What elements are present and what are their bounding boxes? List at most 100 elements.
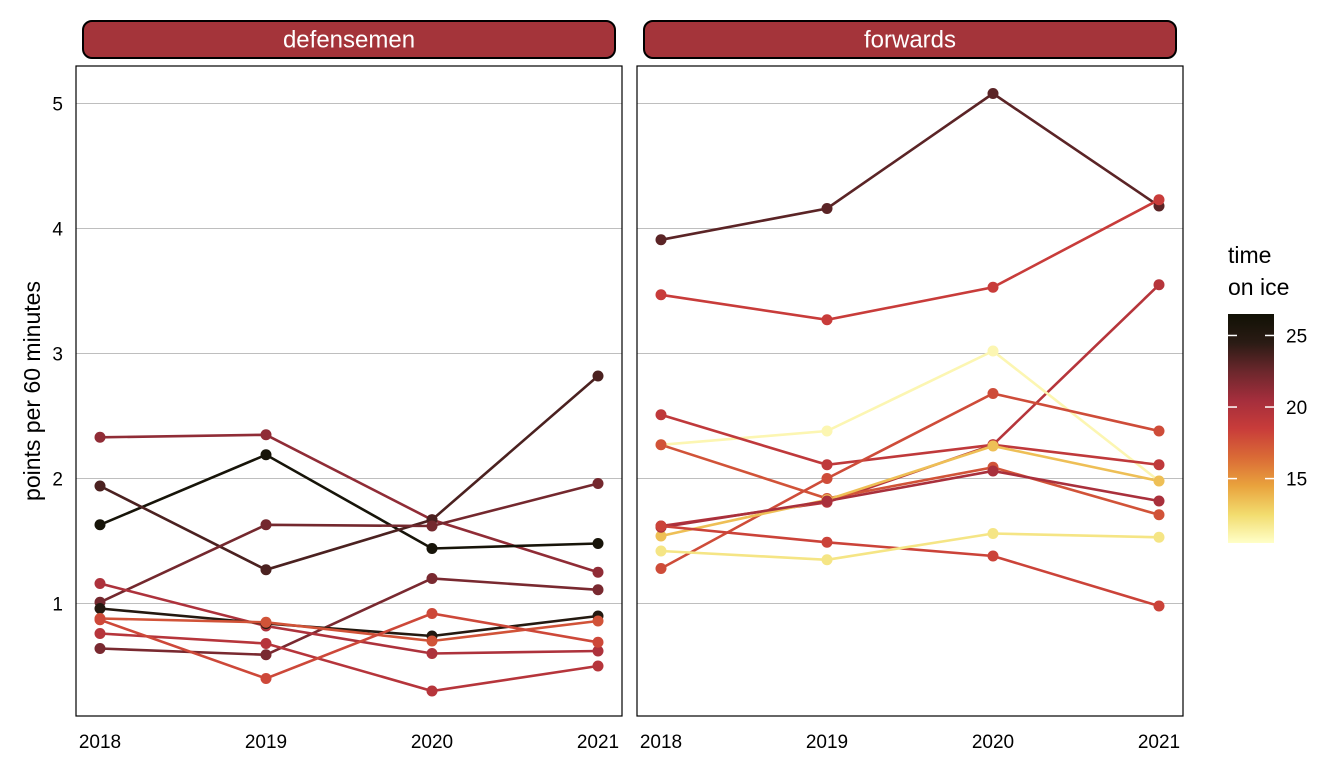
data-point-defensemen-9-2020 bbox=[426, 635, 438, 647]
data-point-forwards-10-2019 bbox=[821, 536, 833, 548]
legend-tick-label-15: 15 bbox=[1286, 470, 1307, 491]
series-line-forwards-3 bbox=[660, 283, 1160, 528]
data-point-defensemen-2-2021 bbox=[592, 538, 604, 549]
data-point-forwards-6-2021 bbox=[1153, 459, 1165, 471]
facet-strip-defensemen: defensemen bbox=[82, 20, 616, 59]
data-point-defensemen-6-2020 bbox=[426, 648, 438, 659]
x-tick-label-2020: 2020 bbox=[411, 732, 453, 753]
series-group bbox=[94, 370, 604, 697]
legend-title-line-1: time bbox=[1228, 242, 1271, 268]
data-point-defensemen-6-2021 bbox=[592, 645, 604, 657]
data-point-defensemen-1-2019 bbox=[260, 429, 272, 441]
data-point-defensemen-10-2018 bbox=[94, 614, 106, 626]
facet-strip-label: defensemen bbox=[283, 27, 415, 54]
legend-colorbar bbox=[1228, 314, 1274, 543]
x-tick-label-2020: 2020 bbox=[972, 732, 1014, 753]
data-point-defensemen-10-2021 bbox=[592, 636, 604, 648]
data-point-forwards-9-2021 bbox=[1153, 495, 1165, 507]
data-point-defensemen-7-2018 bbox=[94, 603, 106, 614]
series-line-defensemen-8 bbox=[99, 632, 599, 693]
data-point-forwards-9-2019 bbox=[821, 495, 833, 507]
series-line-defensemen-5 bbox=[99, 577, 599, 657]
series-line-forwards-5 bbox=[660, 443, 1160, 517]
data-point-defensemen-1-2021 bbox=[592, 566, 604, 578]
data-point-defensemen-5-2018 bbox=[94, 643, 106, 654]
x-tick-label-2018: 2018 bbox=[79, 732, 121, 753]
facet-strip-background bbox=[643, 20, 1177, 59]
data-point-defensemen-5-2020 bbox=[426, 573, 438, 584]
data-point-forwards-2-2021 bbox=[1153, 194, 1165, 206]
data-point-forwards-6-2019 bbox=[821, 459, 833, 471]
panel-forwards: forwards 2018 2019 2020 2021 bbox=[636, 20, 1184, 753]
x-tick-label-2021: 2021 bbox=[1138, 732, 1180, 753]
x-tick-label-2019: 2019 bbox=[245, 732, 287, 753]
data-point-forwards-3-2021 bbox=[1153, 279, 1165, 291]
series-line-defensemen-2 bbox=[99, 453, 599, 550]
data-point-defensemen-8-2019 bbox=[260, 638, 272, 649]
facet-strip-background bbox=[82, 20, 616, 59]
legend-tick-label-20: 20 bbox=[1286, 398, 1307, 419]
data-point-forwards-8-2018 bbox=[655, 530, 667, 542]
x-tick-label-2019: 2019 bbox=[806, 732, 848, 753]
y-tick-label-4: 4 bbox=[52, 220, 63, 241]
panel-border bbox=[636, 65, 1184, 717]
data-point-defensemen-3-2018 bbox=[94, 480, 106, 492]
data-point-defensemen-8-2018 bbox=[94, 628, 106, 639]
legend-tick-label-25: 25 bbox=[1286, 326, 1307, 347]
series-line-defensemen-3 bbox=[99, 375, 599, 572]
data-point-forwards-2-2019 bbox=[821, 314, 833, 326]
series-line-defensemen-10 bbox=[99, 612, 599, 680]
data-point-defensemen-10-2020 bbox=[426, 608, 438, 619]
data-point-defensemen-8-2020 bbox=[426, 685, 438, 697]
data-point-forwards-9-2020 bbox=[987, 465, 999, 477]
data-point-defensemen-3-2021 bbox=[592, 370, 604, 382]
series-line-defensemen-6 bbox=[99, 582, 599, 655]
facet-strip-forwards: forwards bbox=[643, 20, 1177, 59]
data-point-forwards-6-2018 bbox=[655, 409, 667, 421]
series-line-defensemen-9 bbox=[99, 617, 599, 643]
data-point-forwards-10-2021 bbox=[1153, 600, 1165, 612]
panel-border bbox=[75, 65, 623, 717]
series-line-forwards-1 bbox=[660, 91, 1160, 242]
data-point-forwards-7-2019 bbox=[821, 473, 833, 484]
series-line-forwards-11 bbox=[660, 532, 1160, 562]
data-point-defensemen-6-2018 bbox=[94, 578, 106, 589]
data-point-defensemen-4-2021 bbox=[592, 478, 604, 489]
data-point-defensemen-8-2021 bbox=[592, 660, 604, 672]
facet-strip-label: forwards bbox=[864, 27, 956, 54]
data-point-forwards-11-2018 bbox=[655, 545, 667, 557]
y-tick-label-5: 5 bbox=[52, 95, 63, 116]
series-line-forwards-9 bbox=[660, 469, 1160, 529]
y-axis-title: points per 60 minutes bbox=[19, 281, 45, 501]
data-point-defensemen-9-2019 bbox=[260, 616, 272, 628]
data-point-defensemen-1-2018 bbox=[94, 431, 106, 443]
data-point-forwards-8-2021 bbox=[1153, 475, 1165, 487]
series-line-forwards-8 bbox=[660, 444, 1160, 538]
data-point-defensemen-10-2019 bbox=[260, 673, 272, 684]
data-point-defensemen-3-2019 bbox=[260, 564, 272, 576]
data-point-forwards-1-2020 bbox=[987, 88, 999, 99]
data-point-forwards-7-2018 bbox=[655, 563, 667, 574]
data-point-forwards-11-2019 bbox=[821, 554, 833, 566]
data-point-forwards-10-2020 bbox=[987, 550, 999, 562]
data-point-defensemen-2-2019 bbox=[260, 449, 272, 461]
y-tick-label-2: 2 bbox=[52, 470, 63, 491]
data-point-forwards-2-2020 bbox=[987, 281, 999, 293]
data-point-forwards-11-2021 bbox=[1153, 531, 1165, 543]
x-tick-label-2021: 2021 bbox=[577, 732, 619, 753]
series-line-forwards-6 bbox=[660, 413, 1160, 467]
data-point-defensemen-2-2020 bbox=[426, 543, 438, 554]
y-tick-label-3: 3 bbox=[52, 345, 63, 366]
data-point-forwards-2-2018 bbox=[655, 289, 667, 301]
series-line-forwards-10 bbox=[660, 524, 1160, 608]
data-point-forwards-10-2018 bbox=[655, 520, 667, 532]
data-point-forwards-11-2020 bbox=[987, 528, 999, 539]
data-point-forwards-1-2018 bbox=[655, 234, 667, 246]
series-group bbox=[655, 88, 1165, 612]
data-point-defensemen-9-2021 bbox=[592, 615, 604, 627]
series-line-defensemen-4 bbox=[99, 482, 599, 604]
data-point-forwards-4-2019 bbox=[821, 425, 833, 437]
legend-title-line-2: on ice bbox=[1228, 274, 1289, 300]
series-line-forwards-4 bbox=[660, 349, 1160, 483]
data-point-defensemen-4-2020 bbox=[426, 520, 438, 532]
